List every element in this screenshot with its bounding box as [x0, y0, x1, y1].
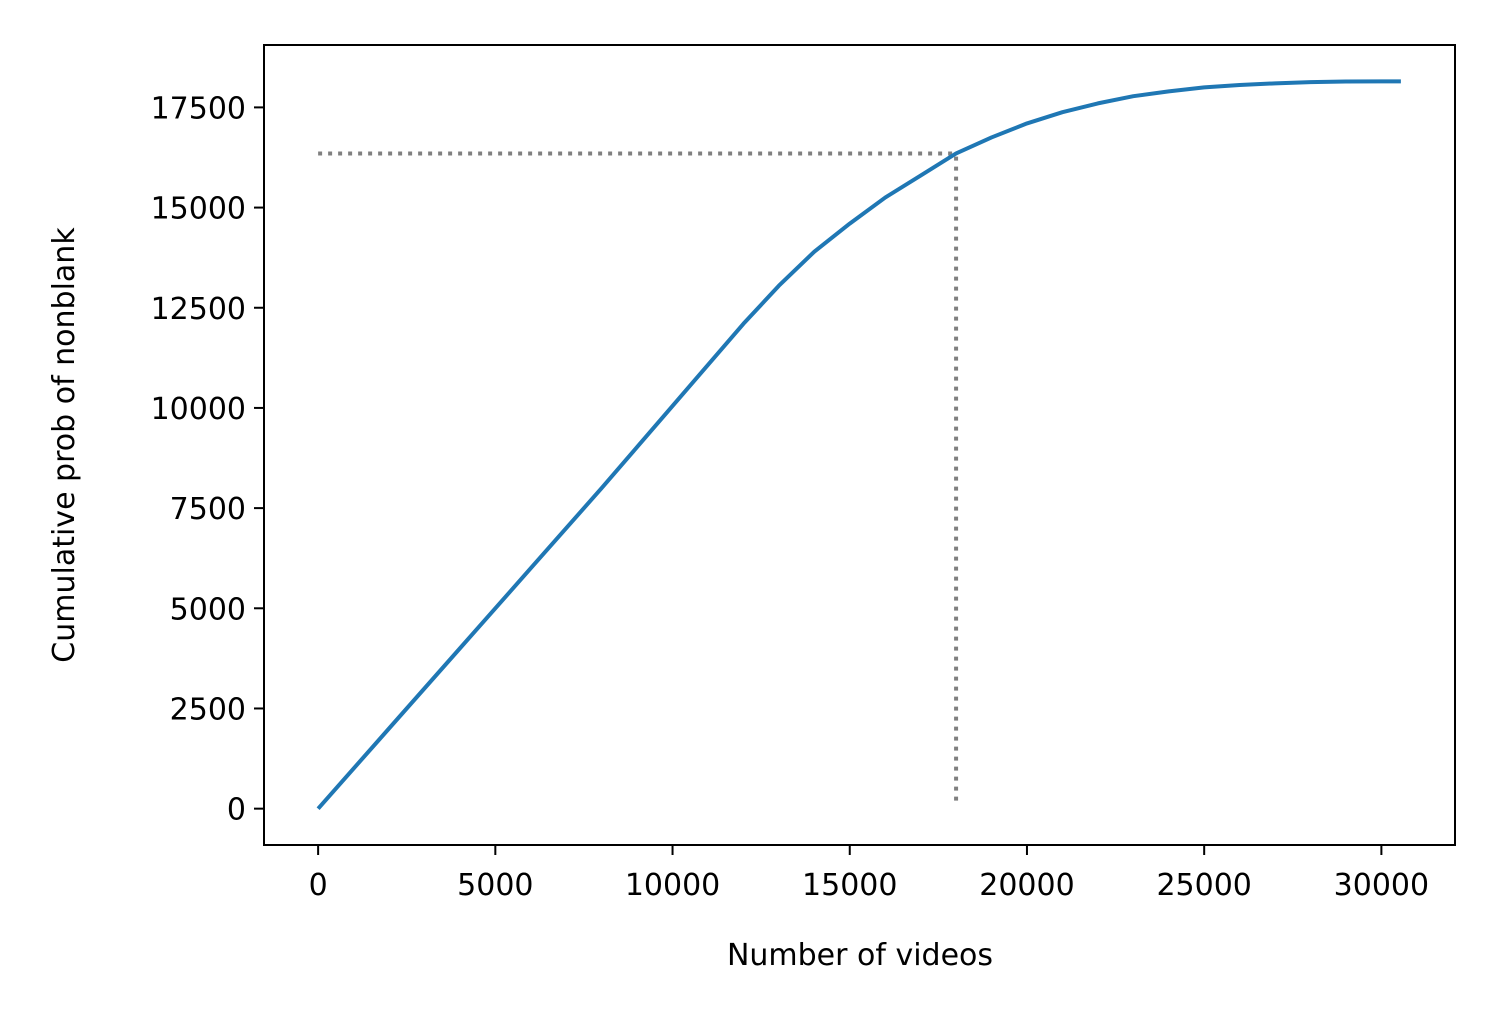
x-axis-label: Number of videos: [727, 938, 993, 973]
data-line: [316, 79, 1401, 810]
y-tick-label: 2500: [170, 692, 246, 727]
x-tick-label: 10000: [625, 868, 720, 903]
x-tick-label: 5000: [457, 868, 533, 903]
x-tick-label: 20000: [979, 868, 1074, 903]
y-tick-label: 7500: [170, 492, 246, 527]
y-tick-label: 0: [227, 793, 246, 828]
y-tick-label: 17500: [151, 91, 246, 126]
y-tick-label: 12500: [151, 292, 246, 327]
x-tick-label: 0: [309, 868, 328, 903]
x-tick-label: 25000: [1156, 868, 1251, 903]
y-axis-label: Cumulative prob of nonblank: [47, 227, 82, 663]
y-tick-label: 5000: [170, 592, 246, 627]
y-tick-label: 10000: [151, 392, 246, 427]
x-tick-label: 15000: [802, 868, 897, 903]
y-tick-label: 15000: [151, 192, 246, 227]
plot-frame: [263, 44, 1456, 846]
x-tick-label: 30000: [1334, 868, 1429, 903]
